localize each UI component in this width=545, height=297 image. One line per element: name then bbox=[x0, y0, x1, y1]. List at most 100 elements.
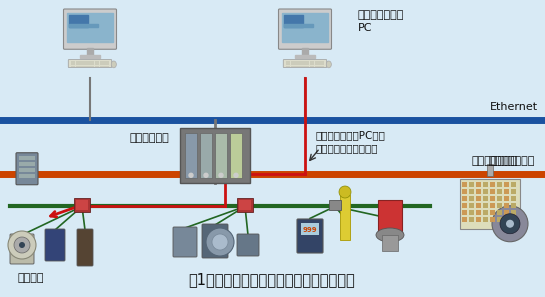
Bar bbox=[300, 66, 305, 67]
Circle shape bbox=[492, 206, 528, 242]
Bar bbox=[301, 223, 319, 235]
Bar bbox=[511, 217, 516, 222]
Bar bbox=[497, 189, 502, 194]
Circle shape bbox=[206, 228, 234, 256]
Bar bbox=[76, 63, 80, 65]
Bar bbox=[74, 198, 90, 212]
Bar bbox=[469, 210, 474, 215]
Bar bbox=[319, 61, 324, 63]
Bar bbox=[319, 66, 324, 67]
Bar bbox=[511, 182, 516, 187]
Bar bbox=[305, 61, 310, 63]
Bar bbox=[511, 189, 516, 194]
Bar bbox=[504, 210, 509, 215]
Bar bbox=[295, 63, 300, 65]
Bar bbox=[295, 61, 300, 63]
FancyBboxPatch shape bbox=[297, 219, 323, 253]
Bar bbox=[76, 61, 80, 63]
Bar bbox=[378, 200, 402, 235]
Bar bbox=[476, 182, 481, 187]
Circle shape bbox=[234, 173, 238, 177]
Bar bbox=[490, 189, 495, 194]
Bar bbox=[239, 200, 251, 210]
Bar bbox=[469, 182, 474, 187]
Bar bbox=[476, 196, 481, 201]
Bar bbox=[504, 182, 509, 187]
Bar bbox=[69, 15, 88, 27]
Bar bbox=[90, 63, 94, 65]
Text: Ethernet: Ethernet bbox=[490, 102, 538, 112]
Bar bbox=[504, 217, 509, 222]
Bar bbox=[295, 55, 315, 59]
FancyBboxPatch shape bbox=[202, 224, 228, 258]
Bar bbox=[185, 133, 197, 178]
Bar bbox=[85, 61, 89, 63]
Bar bbox=[19, 174, 35, 178]
Ellipse shape bbox=[111, 61, 116, 68]
Bar bbox=[87, 48, 93, 55]
Text: フィールドバス: フィールドバス bbox=[471, 156, 518, 166]
Bar bbox=[286, 66, 290, 67]
Bar bbox=[483, 189, 488, 194]
Circle shape bbox=[500, 214, 520, 234]
FancyBboxPatch shape bbox=[237, 234, 259, 256]
Bar bbox=[497, 203, 502, 208]
FancyBboxPatch shape bbox=[283, 60, 327, 67]
Text: デバイス管理用
PC: デバイス管理用 PC bbox=[358, 10, 404, 33]
Bar bbox=[497, 210, 502, 215]
Bar bbox=[314, 66, 319, 67]
Bar bbox=[284, 15, 303, 27]
Bar bbox=[295, 66, 300, 67]
Ellipse shape bbox=[326, 61, 331, 68]
Bar bbox=[290, 63, 295, 65]
Bar bbox=[90, 66, 94, 67]
Bar bbox=[497, 182, 502, 187]
Bar bbox=[469, 189, 474, 194]
Bar bbox=[329, 200, 341, 210]
Bar bbox=[19, 162, 35, 166]
Bar bbox=[85, 66, 89, 67]
Bar bbox=[19, 156, 35, 160]
Bar bbox=[300, 61, 305, 63]
Bar bbox=[302, 48, 307, 55]
Bar bbox=[504, 203, 509, 208]
Bar bbox=[476, 217, 481, 222]
FancyBboxPatch shape bbox=[173, 227, 197, 257]
Circle shape bbox=[204, 173, 208, 177]
Bar bbox=[483, 196, 488, 201]
Bar bbox=[497, 217, 502, 222]
Bar bbox=[100, 66, 104, 67]
Bar bbox=[490, 217, 495, 222]
Bar bbox=[71, 66, 75, 67]
Circle shape bbox=[14, 237, 30, 253]
Bar bbox=[469, 217, 474, 222]
Bar bbox=[490, 203, 495, 208]
FancyBboxPatch shape bbox=[77, 229, 93, 266]
Text: 現場機器: 現場機器 bbox=[18, 273, 45, 283]
Bar bbox=[76, 66, 80, 67]
Bar bbox=[497, 196, 502, 201]
Bar bbox=[100, 61, 104, 63]
Text: デバイス管理用PCから
現場機器への通信経路: デバイス管理用PCから 現場機器への通信経路 bbox=[315, 130, 385, 153]
Bar bbox=[100, 63, 104, 65]
Bar bbox=[305, 66, 310, 67]
Bar bbox=[215, 133, 227, 178]
Bar bbox=[282, 12, 328, 42]
Bar bbox=[483, 210, 488, 215]
Bar bbox=[511, 196, 516, 201]
Bar bbox=[290, 66, 295, 67]
Ellipse shape bbox=[376, 228, 404, 242]
Bar bbox=[340, 195, 350, 240]
Bar bbox=[237, 198, 253, 212]
Bar bbox=[95, 66, 99, 67]
Bar bbox=[300, 63, 305, 65]
Bar bbox=[504, 189, 509, 194]
Bar bbox=[462, 203, 467, 208]
Text: コントローラ: コントローラ bbox=[130, 133, 169, 143]
Bar bbox=[80, 63, 84, 65]
Bar bbox=[462, 182, 467, 187]
Bar bbox=[460, 179, 520, 229]
Bar bbox=[305, 63, 310, 65]
Circle shape bbox=[189, 173, 193, 177]
Bar bbox=[483, 182, 488, 187]
